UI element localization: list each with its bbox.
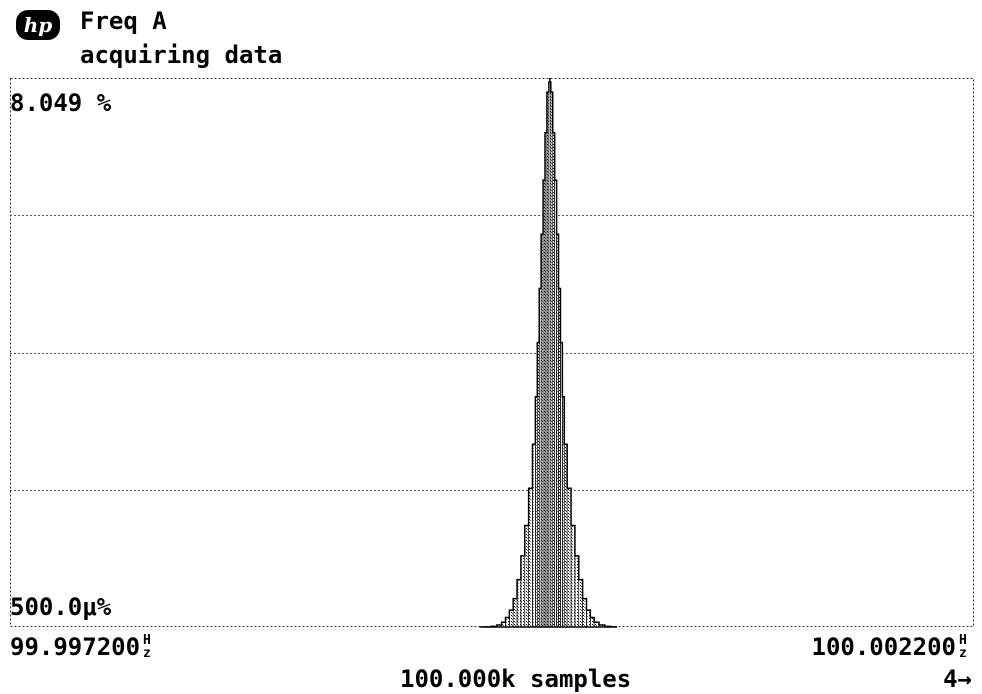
y-axis-max-label: 8.049 % xyxy=(10,89,112,117)
x-axis-max-value: 100.002200 xyxy=(811,633,957,661)
hp-logo-text: hp xyxy=(24,13,53,37)
hz-unit-z: z xyxy=(959,646,967,661)
acquisition-status: acquiring data xyxy=(80,41,283,69)
y-axis-min-label: 500.0μ% xyxy=(10,593,112,621)
page-indicator: 4→ xyxy=(943,665,972,693)
measurement-title: Freq A xyxy=(80,7,167,35)
histogram-area xyxy=(479,81,618,628)
hz-unit-h: H xyxy=(143,633,151,648)
plot-border xyxy=(10,78,974,627)
hp-logo-graphic: hp xyxy=(16,10,60,40)
sample-count: 100.000k samples xyxy=(400,665,632,693)
histogram-bin xyxy=(598,624,606,628)
histogram-series xyxy=(479,78,618,628)
histogram-bin xyxy=(593,621,600,628)
histogram-plot xyxy=(10,78,974,628)
x-axis-min-value: 99.997200 xyxy=(10,633,141,661)
hz-unit-z: z xyxy=(143,646,151,661)
hz-unit-h: H xyxy=(959,633,967,648)
hp-logo: hp xyxy=(12,8,68,44)
grid-lines xyxy=(10,215,974,491)
